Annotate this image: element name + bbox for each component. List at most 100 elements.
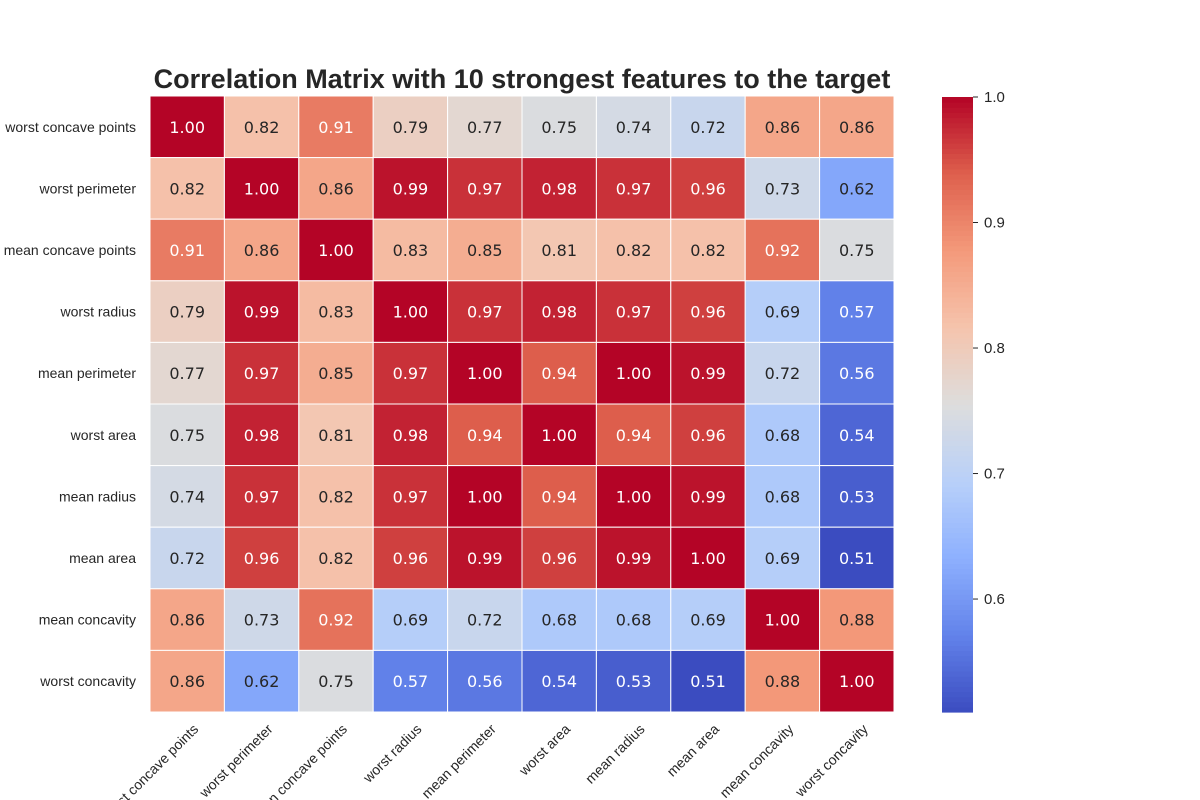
- heatmap-cell: [819, 218, 895, 282]
- heatmap-cell: [521, 403, 597, 467]
- heatmap-cell: [223, 218, 300, 282]
- cell-value-label: 0.75: [318, 672, 354, 691]
- colorbar-segment: [942, 486, 973, 493]
- heatmap-cell: [595, 649, 672, 713]
- cell-value-label: 0.82: [690, 241, 726, 260]
- colorbar-segment: [942, 225, 973, 231]
- cell-value-label: 0.62: [244, 672, 280, 691]
- cell-value-label: 0.86: [839, 118, 875, 137]
- column-label: worst concavity: [791, 721, 871, 800]
- cell-value-label: 0.54: [839, 426, 875, 445]
- cell-value-label: 0.72: [690, 118, 726, 137]
- colorbar-segment: [942, 389, 973, 395]
- colorbar-segment: [942, 173, 973, 180]
- cell-value-label: 0.88: [765, 672, 801, 691]
- colorbar-segment: [942, 286, 973, 293]
- cell-value-label: 0.75: [839, 241, 875, 260]
- row-label: mean perimeter: [38, 365, 136, 381]
- cell-value-label: 0.72: [169, 549, 205, 568]
- heatmap-cell: [521, 465, 597, 528]
- cell-value-label: 0.69: [690, 611, 726, 630]
- colorbar-segment: [942, 291, 973, 298]
- cell-value-label: 0.94: [467, 426, 503, 445]
- colorbar-segment: [942, 435, 973, 441]
- colorbar-tick-label: 0.9: [984, 215, 1005, 232]
- heatmap-cell: [372, 465, 449, 528]
- heatmap-cell: [744, 649, 821, 713]
- heatmap-cell: [670, 588, 746, 651]
- colorbar-segment: [942, 348, 973, 354]
- colorbar-segment: [942, 619, 973, 626]
- colorbar-segment: [942, 266, 973, 272]
- heatmap-cell: [149, 218, 225, 282]
- colorbar-segment: [942, 209, 973, 216]
- colorbar-segment: [942, 568, 973, 575]
- colorbar-segment: [942, 455, 973, 462]
- colorbar-segment: [942, 409, 973, 416]
- heatmap-cell: [670, 465, 746, 528]
- colorbar-segment: [942, 440, 973, 447]
- cell-value-label: 1.00: [244, 179, 280, 198]
- colorbar-segment: [942, 220, 973, 226]
- colorbar-segment: [942, 548, 973, 554]
- cell-value-label: 1.00: [765, 611, 801, 630]
- cell-value-label: 0.74: [616, 118, 652, 137]
- cell-value-label: 0.99: [393, 179, 429, 198]
- row-label: mean concave points: [4, 242, 136, 258]
- heatmap-cell: [595, 157, 672, 220]
- heatmap-cell: [223, 95, 300, 159]
- column-label: mean area: [663, 721, 722, 780]
- cell-value-label: 0.72: [765, 364, 801, 383]
- row-label: worst concavity: [39, 673, 136, 689]
- heatmap-cell: [223, 588, 300, 651]
- heatmap-cell: [447, 341, 523, 405]
- colorbar-segment: [942, 322, 973, 329]
- colorbar-segment: [942, 271, 973, 277]
- colorbar-segment: [942, 476, 973, 482]
- cell-value-label: 0.79: [393, 118, 429, 137]
- cell-value-label: 0.92: [318, 611, 354, 630]
- colorbar-segment: [942, 302, 973, 308]
- colorbar-segment: [942, 250, 973, 257]
- cell-value-label: 0.75: [169, 426, 205, 445]
- row-label: worst concave points: [4, 119, 136, 135]
- colorbar-segment: [942, 563, 973, 570]
- cell-value-label: 0.54: [541, 672, 577, 691]
- colorbar-segment: [942, 194, 973, 201]
- cell-value-label: 0.73: [765, 179, 801, 198]
- heatmap-cell: [447, 649, 523, 713]
- colorbar-tick-label: 0.8: [984, 340, 1005, 357]
- cell-value-label: 0.82: [616, 241, 652, 260]
- heatmap-cell: [223, 526, 300, 590]
- colorbar-segment: [942, 527, 973, 534]
- cell-value-label: 0.57: [839, 303, 875, 322]
- cell-value-label: 1.00: [616, 364, 652, 383]
- heatmap-cell: [521, 95, 597, 159]
- heatmap-cell: [521, 157, 597, 220]
- colorbar-segment: [942, 532, 973, 539]
- cell-value-label: 0.68: [765, 426, 801, 445]
- colorbar-segment: [942, 466, 973, 472]
- colorbar-segment: [942, 240, 973, 247]
- heatmap-cell: [744, 280, 821, 343]
- cell-value-label: 0.79: [169, 303, 205, 322]
- colorbar-segment: [942, 671, 973, 677]
- colorbar-segment: [942, 640, 973, 646]
- heatmap-cell: [447, 588, 523, 651]
- heatmap-cell: [670, 95, 746, 159]
- cell-value-label: 0.94: [616, 426, 652, 445]
- cell-value-label: 0.86: [244, 241, 280, 260]
- colorbar-segment: [942, 404, 973, 411]
- cell-value-label: 0.98: [393, 426, 429, 445]
- column-label: worst concave points: [97, 721, 201, 800]
- heatmap-cell: [819, 157, 895, 220]
- colorbar-segment: [942, 337, 973, 344]
- colorbar-segment: [942, 204, 973, 211]
- colorbar-segment: [942, 230, 973, 236]
- cell-value-label: 0.83: [393, 241, 429, 260]
- cell-value-label: 0.81: [318, 426, 354, 445]
- cell-value-label: 0.94: [541, 487, 577, 506]
- cell-value-label: 1.00: [169, 118, 205, 137]
- cell-value-label: 0.72: [467, 611, 503, 630]
- cell-value-label: 0.97: [616, 303, 652, 322]
